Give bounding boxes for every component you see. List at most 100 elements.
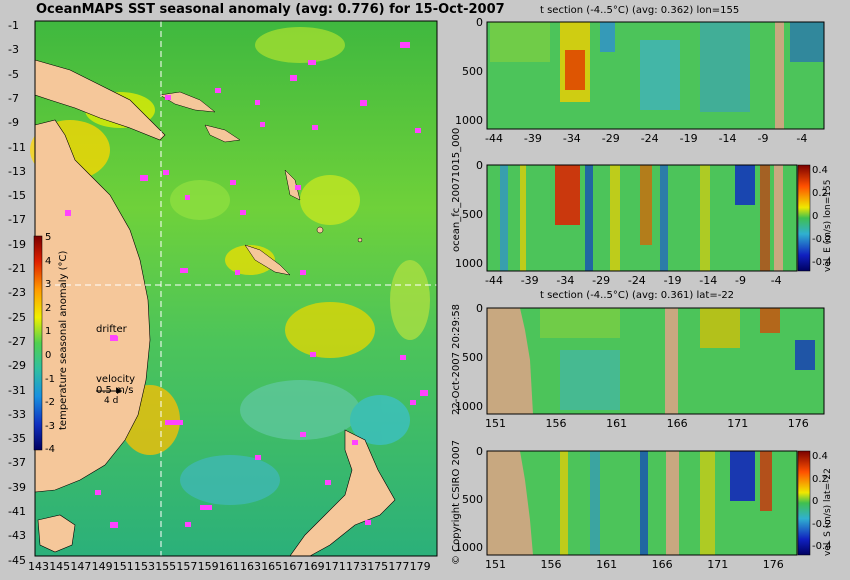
panel-colorbar-tick: 0.4: [812, 451, 828, 462]
panel-colorbar-tick: 0.4: [812, 165, 828, 176]
panel-x-tick: -9: [735, 274, 746, 287]
copyright-label: © Copyright CSIRO 2007: [451, 440, 462, 565]
land-australia: [34, 119, 151, 493]
panel-y-tick: 1000: [455, 399, 483, 413]
drifter-markers: [65, 42, 428, 528]
map-y-tick: -33: [8, 407, 26, 421]
map-y-tick: -37: [8, 456, 26, 470]
map-y-tick: -17: [8, 213, 26, 227]
sst-colorbar-tick: -4: [45, 444, 55, 456]
panel-x-tick: 166: [666, 417, 688, 430]
panel-x-tick: 151: [485, 558, 506, 571]
panel-x-tick: 151: [485, 417, 506, 430]
panel-x-tick: 161: [606, 417, 628, 430]
panel-colorbar-tick: 0: [812, 211, 819, 222]
map-y-tick: -43: [8, 529, 26, 543]
panel-colorbar-tick: -0.2: [812, 518, 832, 530]
panel-x-tick: -9: [757, 132, 769, 145]
map-y-tick: -45: [8, 553, 26, 567]
map-x-tick: 159: [197, 560, 219, 573]
land-tasmania: [37, 514, 76, 553]
section-panel-1: [486, 21, 825, 130]
map-x-tick: 151: [112, 560, 134, 573]
panel-3-title: t section (-4..5°C) (avg: 0.361) lat=-22: [540, 290, 735, 301]
map-x-tick: 177: [388, 560, 410, 573]
panel-4-colorbar-label: vel. S (m/s) lat=-22: [823, 468, 833, 556]
panel-x-tick: -34: [562, 132, 581, 145]
map-x-tick: 171: [324, 560, 346, 573]
panel-y-tick: 500: [462, 492, 483, 506]
panel-x-tick: -44: [485, 132, 503, 145]
panel-x-tick: -24: [627, 274, 646, 287]
map-y-tick: -35: [8, 432, 26, 446]
map-x-tick: 163: [240, 560, 261, 573]
sst-colorbar-tick: 5: [45, 232, 52, 243]
map-y-tick: -31: [8, 383, 26, 397]
panel-colorbar-tick: -0.4: [812, 541, 832, 552]
sst-colorbar: [33, 235, 43, 451]
map-x-tick: 153: [134, 560, 155, 573]
panel-x-tick: -39: [520, 274, 539, 287]
panel-y-tick: 1000: [455, 540, 483, 554]
panel-x-tick: -34: [556, 274, 575, 287]
sst-colorbar-label: temperature seasonal anomaly (°C): [58, 250, 69, 430]
panel-x-tick: 161: [596, 558, 618, 571]
panel-y-tick: 0: [476, 302, 483, 315]
sst-colorbar-tick: 3: [45, 279, 52, 291]
run-label: ocean_fc_20071015_000: [451, 127, 462, 252]
panel-colorbar-tick: 0.2: [812, 473, 828, 485]
panel-x-tick: 156: [540, 558, 562, 571]
panel-x-tick: 176: [762, 558, 784, 571]
map-x-tick: 149: [91, 560, 113, 573]
velocity-legend-label: velocity: [96, 374, 136, 385]
map-y-tick: -7: [8, 91, 19, 105]
map-y-tick: -39: [8, 480, 26, 494]
map-title: OceanMAPS SST seasonal anomaly (avg: 0.7…: [36, 2, 505, 17]
map-y-tick: -9: [8, 116, 19, 130]
velocity-legend-value: 0.5 m/s: [96, 385, 134, 396]
sst-colorbar-tick: -1: [45, 373, 55, 385]
map-x-tick: 155: [155, 560, 177, 573]
map-y-tick: -5: [8, 67, 19, 81]
map-y-tick: -11: [8, 140, 26, 154]
map-x-tick: 167: [282, 560, 304, 573]
panel-colorbar-tick: -0.2: [812, 234, 832, 245]
sst-colorbar-tick: 0: [45, 350, 52, 361]
map-y-tick: -3: [8, 43, 19, 57]
panel-colorbar-tick: 0: [812, 496, 819, 507]
land-new-guinea: [34, 59, 166, 141]
map-y-tick: -13: [8, 164, 26, 178]
timestamp-label: 22-Oct-2007 20:29:58: [451, 303, 462, 415]
panel-x-tick: 166: [651, 558, 673, 571]
map-y-tick: -23: [8, 286, 26, 300]
panel-x-tick: -39: [523, 132, 542, 145]
panel-colorbar-tick: -0.4: [812, 257, 832, 268]
panel-y-tick: 0: [476, 445, 483, 458]
panel-y-tick: 500: [462, 350, 483, 364]
panel-y-tick: 500: [462, 207, 483, 221]
panel-x-tick: 176: [787, 417, 809, 430]
map-x-tick: 145: [49, 560, 71, 573]
land-islands: [159, 91, 363, 276]
map-x-tick: 165: [261, 560, 283, 573]
sst-colorbar-tick: -2: [45, 397, 55, 409]
map-y-tick: -15: [8, 189, 26, 203]
map-x-tick: 179: [409, 560, 431, 573]
map-y-tick: -29: [8, 359, 26, 373]
map-y-tick: -41: [8, 505, 26, 518]
map-x-tick: 157: [176, 560, 198, 573]
section-panel-4: [486, 450, 811, 556]
sst-colorbar-tick: 2: [45, 302, 52, 314]
panel-y-tick: 1000: [455, 256, 483, 270]
panel-y-tick: 0: [476, 16, 483, 29]
panel-colorbar-tick: 0.2: [812, 188, 828, 199]
drifter-legend-label: drifter: [96, 324, 127, 335]
panel-2-colorbar-label: vel. E (m/s) lon=155: [823, 179, 833, 272]
sst-colorbar-tick: -3: [45, 420, 55, 432]
panel-x-tick: -19: [663, 274, 682, 287]
panel-y-tick: 500: [462, 65, 483, 79]
map-x-tick: 143: [28, 560, 49, 573]
sst-colorbar-tick: 1: [45, 326, 52, 338]
map-x-tick: 173: [346, 560, 367, 573]
